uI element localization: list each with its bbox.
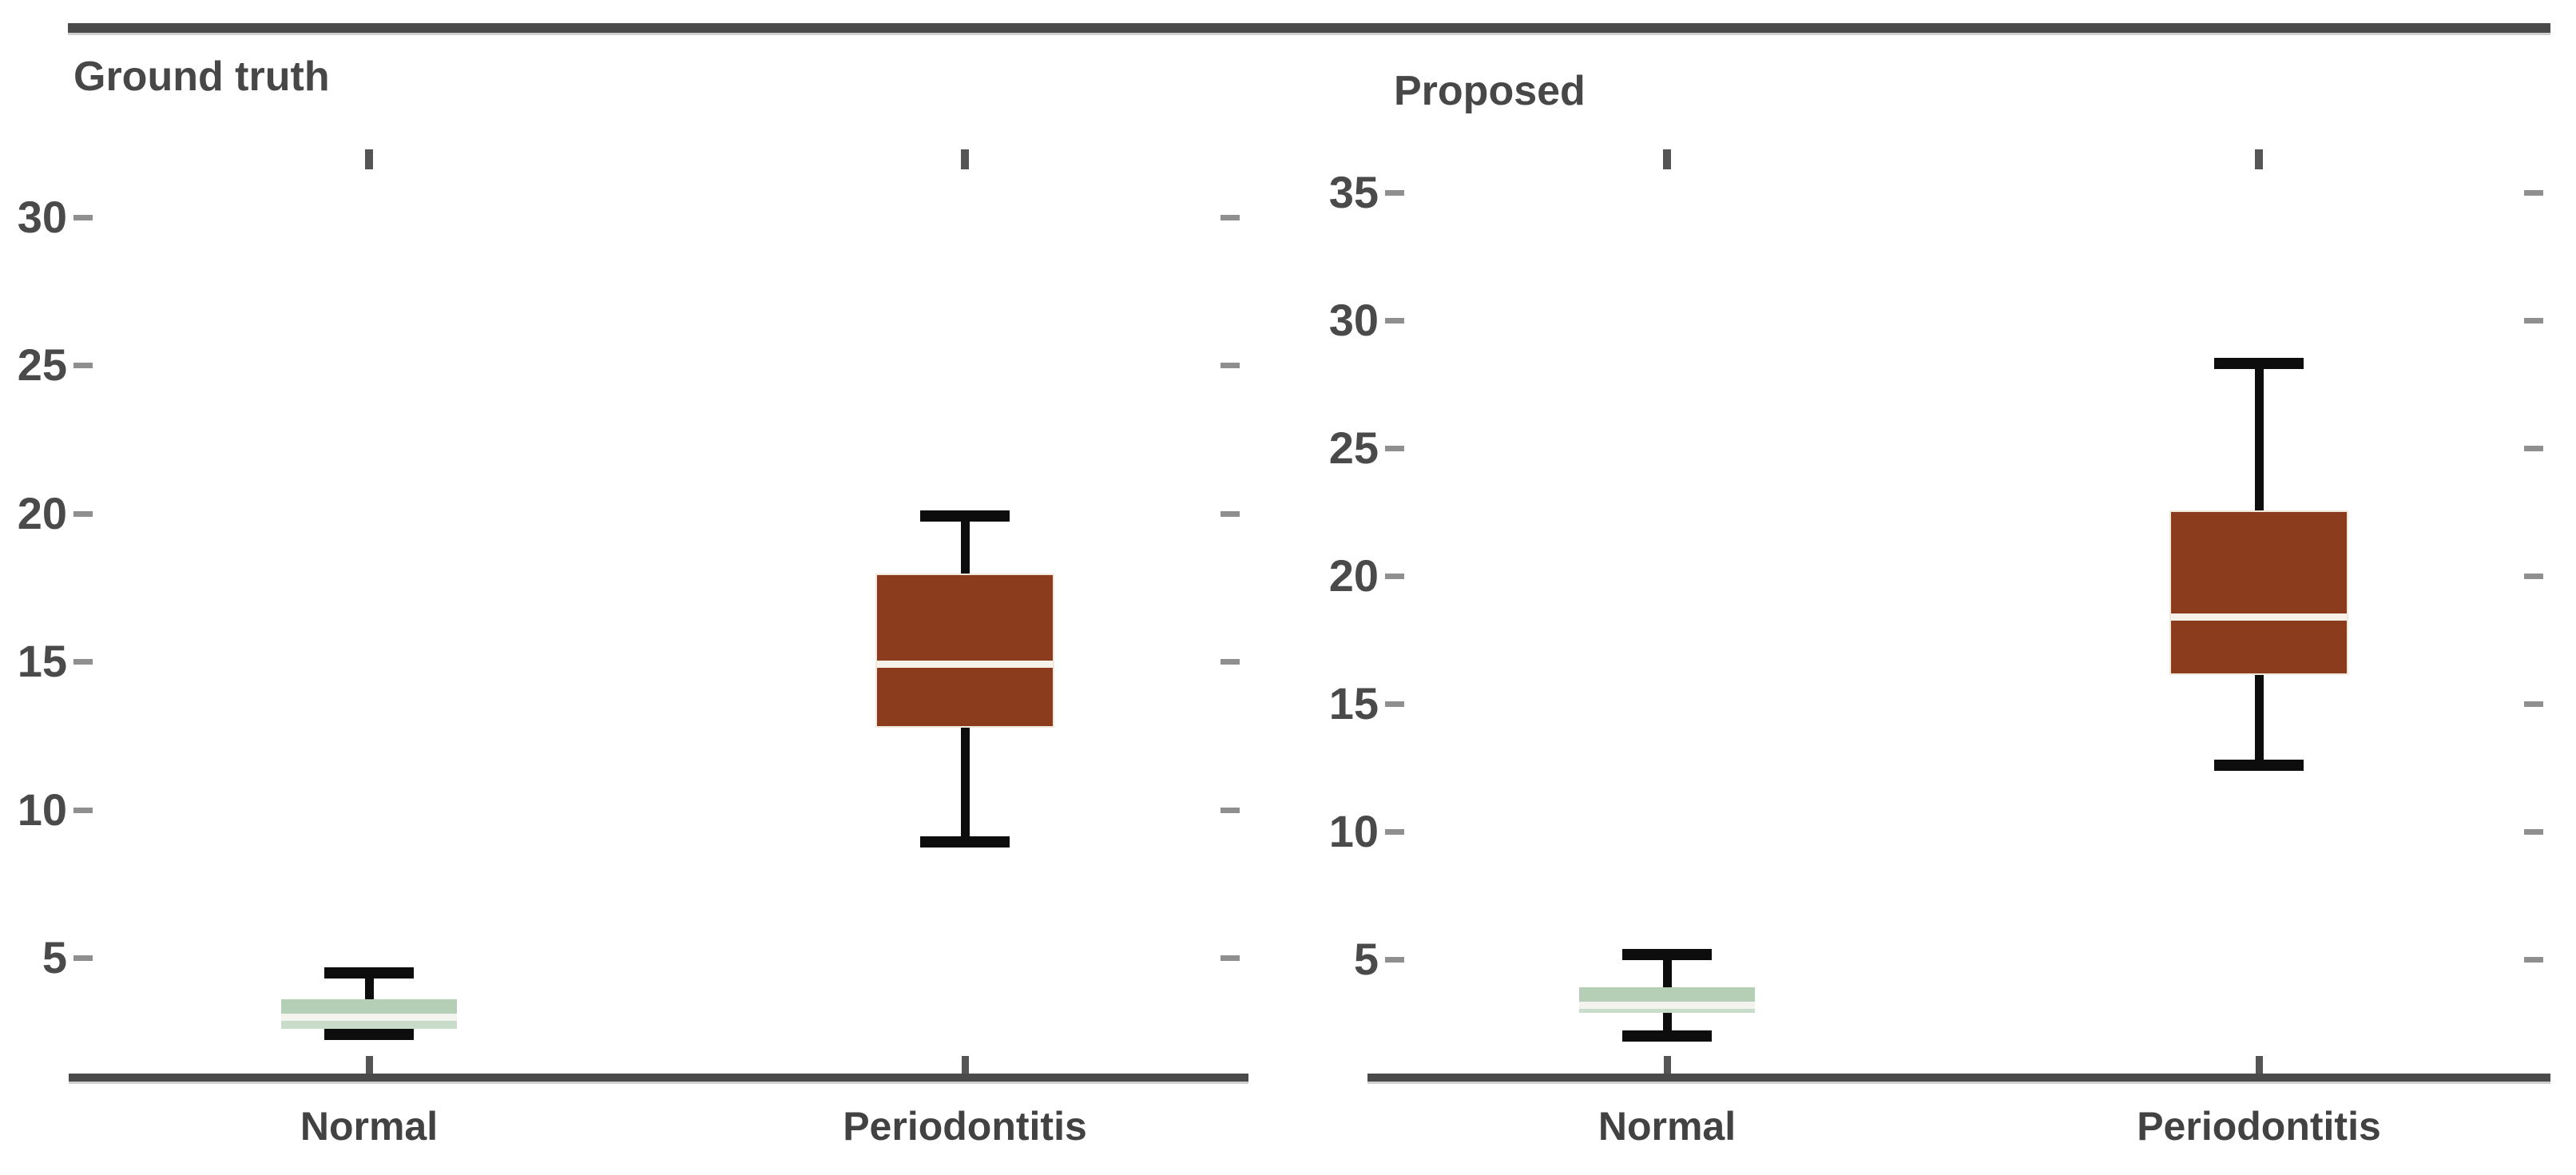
box-periodontitis — [2169, 510, 2348, 675]
y-tick-label: 15 — [17, 636, 67, 686]
right-tick-dash — [2524, 190, 2543, 196]
whisker-lower-cap-normal — [1622, 1030, 1712, 1042]
x-axis-line — [1367, 1074, 2550, 1084]
whisker-upper-cap-periodontitis — [920, 510, 1010, 522]
right-tick-dash — [2524, 701, 2543, 707]
x-axis-category-label: Periodontitis — [843, 1104, 1087, 1149]
y-tick-label: 25 — [17, 339, 67, 390]
box-normal — [281, 999, 457, 1029]
x-axis-tick — [962, 1056, 969, 1074]
right-tick-dash — [1221, 363, 1240, 368]
right-tick-dash — [2524, 957, 2543, 963]
right-tick-dash — [1221, 808, 1240, 813]
right-tick-dash — [2524, 318, 2543, 324]
box-median-line-normal — [281, 1014, 457, 1021]
x-axis-tick — [2256, 1056, 2263, 1074]
right-tick-dash — [1221, 955, 1240, 961]
whisker-upper-line-normal — [365, 973, 374, 999]
y-tick-label: 10 — [17, 784, 67, 835]
y-tick-dash — [1385, 829, 1404, 835]
box-lower-band-normal — [1579, 1009, 1755, 1013]
box-periodontitis — [875, 574, 1054, 728]
y-tick-label: 5 — [42, 932, 67, 982]
right-tick-dash — [1221, 215, 1240, 220]
box-normal — [1579, 987, 1755, 1013]
y-tick-dash — [73, 215, 93, 220]
whisker-lower-cap-periodontitis — [2214, 760, 2304, 771]
y-tick-dash — [1385, 701, 1404, 707]
top-axis-tick — [1663, 149, 1671, 169]
whisker-upper-line-periodontitis — [2255, 363, 2264, 512]
y-tick-dash — [73, 659, 93, 665]
box-median-line-periodontitis — [877, 661, 1053, 668]
whisker-upper-cap-periodontitis — [2214, 358, 2304, 369]
x-axis-category-label: Normal — [1598, 1104, 1737, 1149]
whisker-lower-cap-normal — [324, 1029, 414, 1040]
whisker-upper-line-normal — [1663, 955, 1672, 988]
y-tick-dash — [1385, 190, 1404, 196]
y-tick-dash — [1385, 318, 1404, 324]
chart-title-proposed: Proposed — [1394, 68, 1586, 114]
right-tick-dash — [1221, 511, 1240, 517]
y-tick-dash — [1385, 446, 1404, 451]
whisker-upper-line-periodontitis — [961, 516, 970, 575]
x-axis-category-label: Periodontitis — [2137, 1104, 2381, 1149]
x-axis-tick — [366, 1056, 373, 1074]
y-tick-dash — [73, 363, 93, 368]
box-median-line-normal — [1579, 1002, 1755, 1009]
right-tick-dash — [2524, 574, 2543, 579]
whisker-lower-line-periodontitis — [2255, 673, 2264, 765]
y-tick-dash — [73, 955, 93, 961]
right-tick-dash — [2524, 829, 2543, 835]
y-tick-label: 20 — [1328, 550, 1379, 601]
whisker-upper-cap-normal — [1622, 949, 1712, 960]
whisker-lower-cap-periodontitis — [920, 836, 1010, 848]
y-tick-label: 10 — [1328, 806, 1379, 856]
figure-top-border — [68, 23, 2550, 35]
y-tick-label: 35 — [1328, 167, 1379, 217]
right-tick-dash — [2524, 446, 2543, 451]
y-tick-label: 25 — [1328, 423, 1379, 473]
y-tick-label: 5 — [1353, 934, 1379, 984]
y-tick-dash — [73, 511, 93, 517]
whisker-lower-line-periodontitis — [961, 727, 970, 843]
right-tick-dash — [1221, 659, 1240, 665]
x-axis-category-label: Normal — [300, 1104, 439, 1149]
y-tick-dash — [1385, 574, 1404, 579]
whisker-upper-cap-normal — [324, 967, 414, 979]
chart-title-ground-truth: Ground truth — [73, 54, 330, 100]
top-axis-tick — [365, 149, 373, 169]
top-axis-tick — [961, 149, 969, 169]
box-lower-band-normal — [281, 1021, 457, 1029]
y-tick-label: 20 — [17, 488, 67, 538]
whisker-lower-line-normal — [1663, 1013, 1672, 1036]
y-tick-dash — [1385, 957, 1404, 963]
y-tick-dash — [73, 808, 93, 813]
x-axis-tick — [1664, 1056, 1671, 1074]
x-axis-line — [69, 1074, 1248, 1084]
y-tick-label: 30 — [1328, 295, 1379, 345]
box-median-line-periodontitis — [2171, 613, 2347, 621]
y-tick-label: 30 — [17, 192, 67, 242]
top-axis-tick — [2255, 149, 2263, 169]
y-tick-label: 15 — [1328, 678, 1379, 728]
